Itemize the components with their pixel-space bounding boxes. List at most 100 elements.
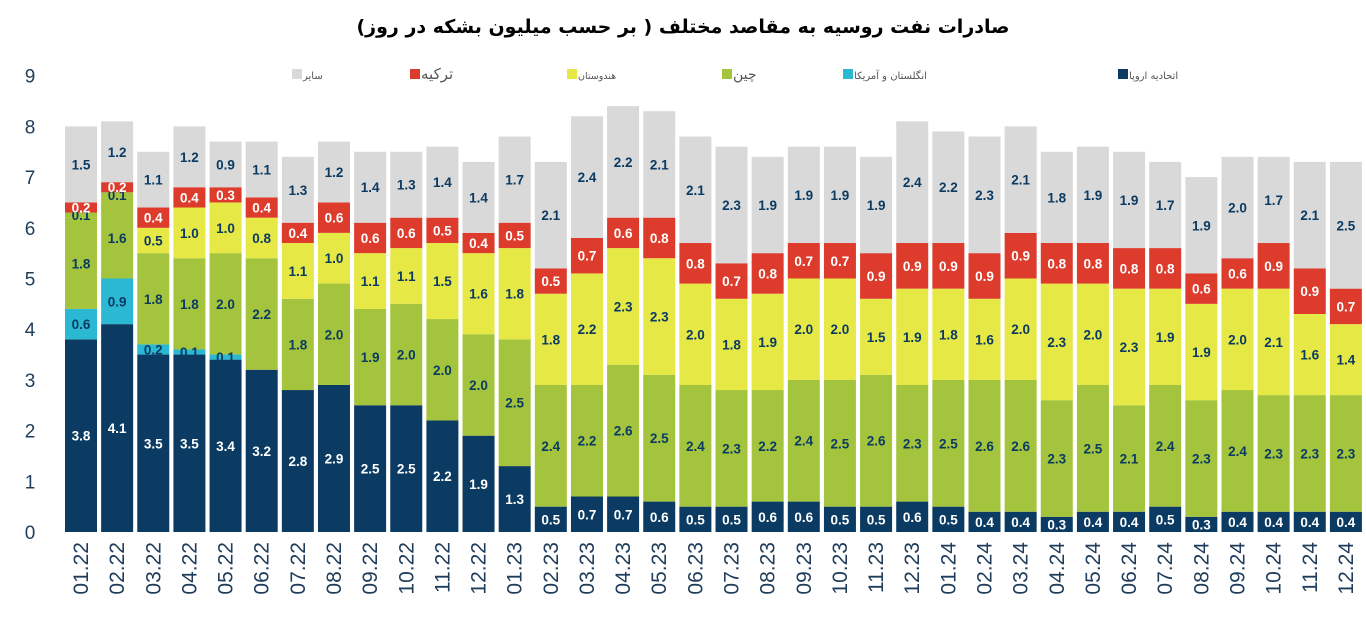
bar-data-label: 2.6 bbox=[614, 424, 633, 439]
bar-data-label: 1.8 bbox=[288, 337, 307, 352]
y-tick-label: 6 bbox=[25, 219, 36, 240]
bar-data-label: 0.6 bbox=[614, 226, 633, 241]
bar-data-label: 2.4 bbox=[1228, 444, 1247, 459]
bar-segment bbox=[390, 405, 423, 532]
bar-segment bbox=[715, 390, 748, 507]
bar-segment bbox=[1185, 273, 1218, 304]
bar-segment bbox=[968, 379, 1001, 512]
bar-segment bbox=[1004, 511, 1037, 532]
bar-data-label: 1.8 bbox=[541, 332, 560, 347]
bar-data-label: 1.5 bbox=[72, 157, 91, 172]
bar-segment bbox=[534, 293, 567, 385]
bar-segment bbox=[643, 374, 676, 502]
bar-segment bbox=[173, 187, 206, 208]
bar-segment bbox=[534, 268, 567, 294]
bar-data-label: 2.5 bbox=[939, 436, 958, 451]
bar-data-label: 1.8 bbox=[939, 327, 958, 342]
bar-segment bbox=[1149, 288, 1182, 385]
bar-segment bbox=[823, 278, 856, 380]
bar-data-label: 2.3 bbox=[650, 310, 669, 325]
bar-segment bbox=[679, 283, 712, 385]
bar-data-label: 0.4 bbox=[1120, 515, 1139, 530]
bar-segment bbox=[1149, 384, 1182, 507]
bar-data-label: 2.0 bbox=[1228, 332, 1247, 347]
bar-segment bbox=[1221, 390, 1254, 512]
bar-segment bbox=[101, 278, 134, 325]
legend-swatch bbox=[292, 69, 302, 79]
bar-segment bbox=[751, 501, 784, 532]
bar-segment bbox=[968, 253, 1001, 299]
bar-segment bbox=[281, 390, 314, 532]
bar-data-label: 0.5 bbox=[686, 512, 705, 527]
bar-data-label: 0.2 bbox=[72, 201, 91, 216]
bar-data-label: 2.3 bbox=[1300, 446, 1319, 461]
bar-data-label: 2.3 bbox=[722, 441, 741, 456]
bar-data-label: 0.3 bbox=[1047, 517, 1066, 532]
bar-data-label: 2.6 bbox=[1011, 439, 1030, 454]
bar-data-label: 0.4 bbox=[975, 515, 994, 530]
bar-data-label: 0.8 bbox=[758, 266, 777, 281]
bar-data-label: 1.3 bbox=[505, 492, 524, 507]
bar-data-label: 1.8 bbox=[505, 287, 524, 302]
bar-data-label: 1.1 bbox=[252, 162, 271, 177]
bar-data-label: 2.5 bbox=[831, 436, 850, 451]
bar-data-label: 0.6 bbox=[325, 211, 344, 226]
bar-segment bbox=[498, 248, 531, 340]
bar-segment bbox=[932, 379, 965, 507]
bar-data-label: 0.5 bbox=[831, 512, 850, 527]
bar-data-label: 1.9 bbox=[1084, 188, 1103, 203]
bar-data-label: 2.4 bbox=[1156, 439, 1175, 454]
bar-segment bbox=[787, 278, 820, 380]
y-tick-label: 8 bbox=[25, 117, 36, 138]
legend-swatch bbox=[722, 69, 732, 79]
bar-segment bbox=[462, 435, 495, 532]
bar-segment bbox=[823, 506, 856, 532]
bar-data-label: 2.0 bbox=[1011, 322, 1030, 337]
bar-segment bbox=[715, 263, 748, 299]
bar-data-label: 0.6 bbox=[650, 510, 669, 525]
bar-segment bbox=[137, 151, 170, 208]
bar-data-label: 0.9 bbox=[108, 294, 127, 309]
bar-data-label: 1.9 bbox=[1156, 330, 1175, 345]
bar-data-label: 1.6 bbox=[1300, 348, 1319, 363]
bar-data-label: 1.8 bbox=[72, 256, 91, 271]
bar-segment bbox=[317, 202, 350, 233]
x-tick-label: 12.22 bbox=[468, 542, 491, 595]
bar-data-label: 1.0 bbox=[216, 221, 235, 236]
bar-segment bbox=[1113, 288, 1146, 406]
bar-segment bbox=[426, 420, 459, 532]
bar-segment bbox=[390, 217, 423, 249]
bar-data-label: 0.9 bbox=[1011, 249, 1030, 264]
bar-segment bbox=[245, 258, 278, 370]
bar-segment bbox=[1257, 395, 1290, 512]
bar-data-label: 2.4 bbox=[578, 170, 597, 185]
bar-segment bbox=[1221, 511, 1254, 532]
bar-segment bbox=[462, 334, 495, 436]
bar-segment bbox=[65, 202, 97, 213]
bar-segment bbox=[860, 374, 893, 507]
bar-segment bbox=[209, 141, 242, 188]
bar-segment bbox=[823, 379, 856, 507]
bar-segment bbox=[1040, 516, 1073, 532]
bar-segment bbox=[209, 354, 242, 360]
bar-data-label: 2.0 bbox=[397, 348, 416, 363]
bar-segment bbox=[1076, 384, 1109, 512]
bar-segment bbox=[281, 222, 314, 244]
x-tick-label: 03.24 bbox=[1010, 542, 1033, 595]
bar-segment bbox=[1040, 400, 1073, 517]
bar-data-label: 1.9 bbox=[831, 188, 850, 203]
bar-segment bbox=[354, 151, 387, 223]
x-tick-label: 01.23 bbox=[504, 542, 527, 595]
x-tick-label: 11.24 bbox=[1299, 542, 1322, 593]
bar-segment bbox=[1004, 379, 1037, 512]
bar-data-label: 0.4 bbox=[1228, 515, 1247, 530]
y-tick-label: 5 bbox=[25, 270, 36, 291]
bar-data-label: 1.2 bbox=[108, 145, 127, 160]
bar-segment bbox=[426, 146, 459, 218]
bar-data-label: 2.0 bbox=[325, 327, 344, 342]
bar-data-label: 0.4 bbox=[1011, 515, 1030, 530]
bar-segment bbox=[1113, 511, 1146, 532]
bar-data-label: 0.3 bbox=[1192, 517, 1211, 532]
legend-swatch bbox=[567, 69, 577, 79]
bar-segment bbox=[1257, 511, 1290, 532]
